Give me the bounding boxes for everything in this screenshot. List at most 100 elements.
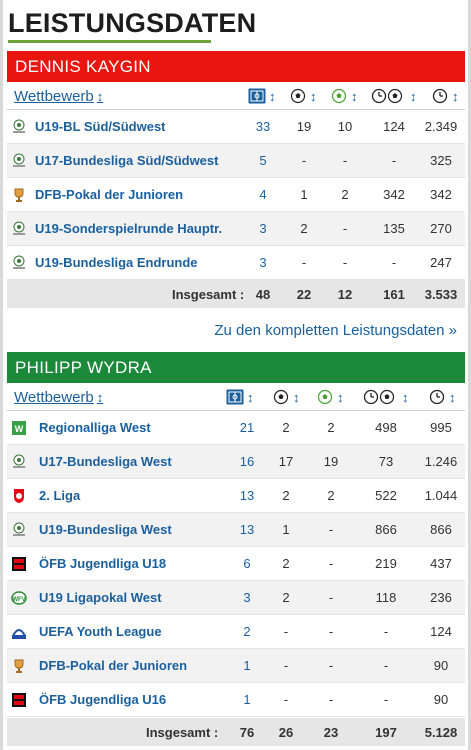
minutes-played-icon[interactable] bbox=[429, 389, 447, 405]
minutes-value: 1.246 bbox=[424, 454, 458, 469]
table-header: Wettbewerb ↕ ↕ ↕ ↕ ↕ ↕ bbox=[7, 385, 465, 411]
sort-minutes-played-icon[interactable]: ↕ bbox=[449, 390, 456, 405]
full-stats-link[interactable]: Zu den kompletten Leistungsdaten » bbox=[214, 322, 457, 339]
table-row: DFB-Pokal der Junioren 1 - - - 90 bbox=[7, 649, 465, 683]
appearances-value[interactable]: 5 bbox=[259, 153, 267, 168]
player-header-kaygin[interactable]: DENNIS KAYGIN bbox=[7, 51, 465, 82]
appearances-value[interactable]: 3 bbox=[259, 255, 267, 270]
assists-icon[interactable] bbox=[317, 389, 335, 405]
competition-link[interactable]: U19-Bundesliga West bbox=[39, 522, 172, 537]
table-row: WFV U19 Ligapokal West 3 2 - 118 236 bbox=[7, 581, 465, 615]
minutes-value: 1.044 bbox=[424, 488, 458, 503]
competition-link[interactable]: DFB-Pokal der Junioren bbox=[39, 658, 188, 673]
table-row: U19-Sonderspielrunde Hauptr. 3 2 - 135 2… bbox=[7, 212, 465, 246]
goals-value: 19 bbox=[296, 119, 312, 134]
sort-goals-icon[interactable]: ↕ bbox=[293, 390, 300, 405]
total-minutes: 3.533 bbox=[424, 287, 458, 302]
minutes-played-icon[interactable] bbox=[432, 88, 450, 104]
competition-link[interactable]: U19-Bundesliga Endrunde bbox=[35, 255, 198, 270]
total-assists: 12 bbox=[337, 287, 353, 302]
competition-link[interactable]: U17-Bundesliga Süd/Südwest bbox=[35, 153, 219, 168]
minutes-per-goal-value: 219 bbox=[375, 556, 397, 571]
sort-competition-link[interactable]: Wettbewerb ↕ bbox=[14, 389, 103, 406]
assists-value: - bbox=[328, 624, 334, 639]
assists-value: - bbox=[342, 221, 348, 236]
table-row: U19-Bundesliga Endrunde 3 - - - 247 bbox=[7, 246, 465, 280]
sort-goals-icon[interactable]: ↕ bbox=[310, 89, 317, 104]
sort-assists-icon[interactable]: ↕ bbox=[351, 89, 358, 104]
assists-icon[interactable] bbox=[331, 88, 349, 104]
uefa-youth-league-icon bbox=[11, 624, 27, 640]
dfb-junior-league-icon bbox=[11, 454, 27, 470]
minutes-value: 90 bbox=[433, 692, 449, 707]
appearances-value[interactable]: 4 bbox=[259, 187, 267, 202]
competition-link[interactable]: UEFA Youth League bbox=[39, 624, 162, 639]
player-header-wydra[interactable]: PHILIPP WYDRA bbox=[7, 352, 465, 383]
sort-appearances-icon[interactable]: ↕ bbox=[247, 390, 254, 405]
appearances-value[interactable]: 1 bbox=[243, 658, 251, 673]
competition-link[interactable]: ÖFB Jugendliga U16 bbox=[39, 692, 167, 707]
dfb-junior-league-icon bbox=[11, 221, 27, 237]
competition-link[interactable]: 2. Liga bbox=[39, 488, 81, 503]
appearances-value[interactable]: 13 bbox=[239, 522, 255, 537]
sort-competition-link[interactable]: Wettbewerb ↕ bbox=[14, 88, 103, 105]
goals-value: 1 bbox=[300, 187, 308, 202]
minutes-per-goal-value: 498 bbox=[375, 420, 397, 435]
sort-label: Wettbewerb bbox=[14, 389, 94, 406]
goals-value: 2 bbox=[282, 556, 290, 571]
minutes-per-goal-value: 73 bbox=[378, 454, 394, 469]
competition-link[interactable]: U19-Sonderspielrunde Hauptr. bbox=[35, 221, 223, 236]
total-minutes: 5.128 bbox=[424, 725, 458, 740]
appearances-value[interactable]: 3 bbox=[259, 221, 267, 236]
oefb-junior-league-icon bbox=[11, 556, 27, 572]
minutes-per-goal-icon[interactable] bbox=[371, 88, 405, 104]
goals-value: - bbox=[283, 658, 289, 673]
appearances-value[interactable]: 1 bbox=[243, 692, 251, 707]
appearances-value[interactable]: 13 bbox=[239, 488, 255, 503]
minutes-value: 995 bbox=[430, 420, 452, 435]
table-row: U19-BL Süd/Südwest 33 19 10 124 2.349 bbox=[7, 110, 465, 144]
dfb-junior-league-icon bbox=[11, 255, 27, 271]
sort-minutes-per-goal-icon[interactable]: ↕ bbox=[402, 390, 409, 405]
assists-value: - bbox=[342, 255, 348, 270]
goals-value: - bbox=[301, 255, 307, 270]
appearances-icon[interactable] bbox=[248, 88, 266, 104]
total-goals: 22 bbox=[296, 287, 312, 302]
appearances-value[interactable]: 3 bbox=[243, 590, 251, 605]
wfv-pokal-icon: WFV bbox=[11, 590, 27, 606]
assists-value: 19 bbox=[323, 454, 339, 469]
total-appearances: 48 bbox=[255, 287, 271, 302]
minutes-value: 437 bbox=[430, 556, 452, 571]
appearances-value[interactable]: 21 bbox=[239, 420, 255, 435]
minutes-per-goal-value: - bbox=[391, 153, 397, 168]
appearances-value[interactable]: 2 bbox=[243, 624, 251, 639]
sort-assists-icon[interactable]: ↕ bbox=[337, 390, 344, 405]
minutes-value: 270 bbox=[430, 221, 452, 236]
competition-link[interactable]: U17-Bundesliga West bbox=[39, 454, 172, 469]
competition-link[interactable]: DFB-Pokal der Junioren bbox=[35, 187, 184, 202]
minutes-per-goal-icon[interactable] bbox=[363, 389, 397, 405]
minutes-per-goal-value: 135 bbox=[383, 221, 405, 236]
sort-minutes-per-goal-icon[interactable]: ↕ bbox=[410, 89, 417, 104]
total-minutes-per-goal: 161 bbox=[383, 287, 405, 302]
goals-value: 2 bbox=[282, 488, 290, 503]
appearances-value[interactable]: 33 bbox=[255, 119, 271, 134]
goals-value: 2 bbox=[300, 221, 308, 236]
goals-icon[interactable] bbox=[290, 88, 308, 104]
appearances-value[interactable]: 6 bbox=[243, 556, 251, 571]
dfb-pokal-icon bbox=[11, 658, 27, 674]
sort-arrow-icon: ↕ bbox=[96, 89, 104, 104]
competition-link[interactable]: U19 Ligapokal West bbox=[39, 590, 162, 605]
appearances-icon[interactable] bbox=[226, 389, 244, 405]
competition-link[interactable]: ÖFB Jugendliga U18 bbox=[39, 556, 167, 571]
competition-link[interactable]: U19-BL Süd/Südwest bbox=[35, 119, 166, 134]
appearances-value[interactable]: 16 bbox=[239, 454, 255, 469]
table-row: U17-Bundesliga West 16 17 19 73 1.246 bbox=[7, 445, 465, 479]
oefb-junior-league-icon bbox=[11, 692, 27, 708]
goals-icon[interactable] bbox=[273, 389, 291, 405]
competition-link[interactable]: Regionalliga West bbox=[39, 420, 151, 435]
sort-appearances-icon[interactable]: ↕ bbox=[269, 89, 276, 104]
title-underline bbox=[8, 40, 211, 43]
sort-minutes-played-icon[interactable]: ↕ bbox=[452, 89, 459, 104]
